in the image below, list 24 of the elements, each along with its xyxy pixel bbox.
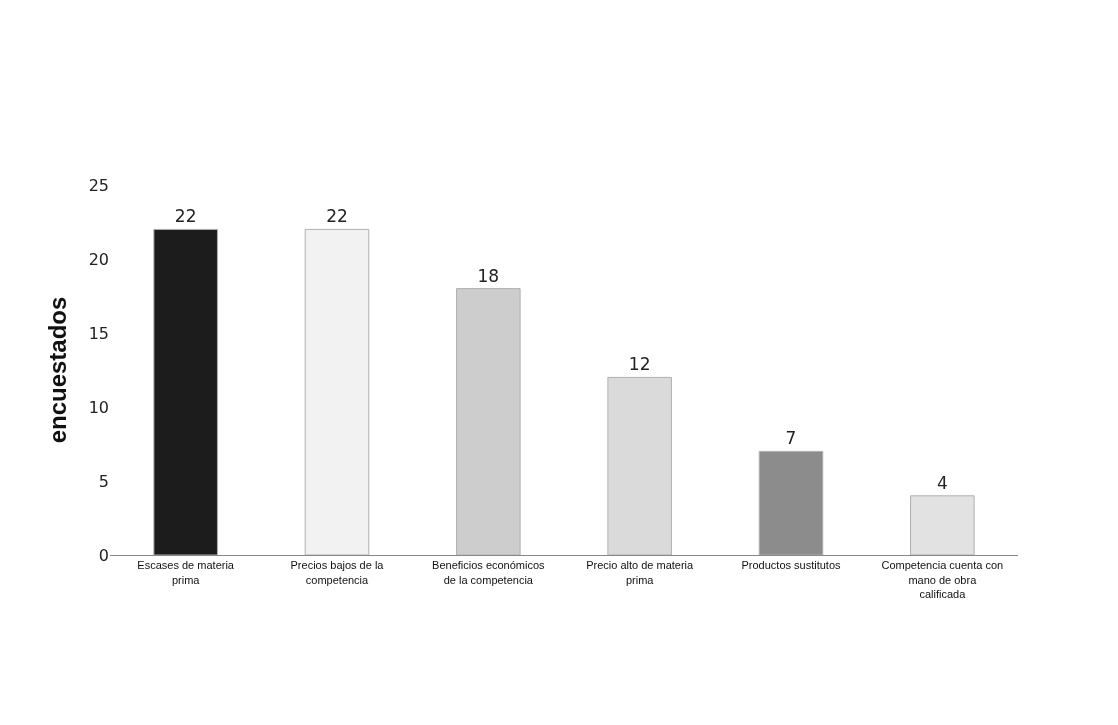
x-tick-label: Beneficios económicos de la competencia [432,559,546,586]
y-axis-title: encuestados [43,296,71,444]
bar [304,228,370,555]
x-tick-label: Precios bajos de la competencia [290,559,385,586]
x-tick-label: Escases de materia prima [137,559,235,586]
bar [607,376,672,555]
y-tick-label: 5 [98,471,109,491]
data-label: 18 [477,265,500,286]
data-label: 22 [174,206,197,227]
data-label: 12 [628,354,651,375]
data-label: 7 [785,428,797,449]
y-tick-label: 20 [88,249,109,269]
data-label: 22 [326,206,348,227]
y-tick-label: 10 [88,397,109,417]
y-tick-label: 0 [98,545,109,565]
y-tick-label: 25 [88,175,109,195]
x-tick-label: Competencia cuenta con mano de obra calificada [881,559,1004,600]
x-tick-label: Productos sustitutos [741,559,842,572]
bar [153,228,218,555]
bar [910,495,975,555]
bar [456,288,521,555]
x-tick-label: Precio alto de materia prima [586,559,695,586]
y-tick-label: 15 [88,323,109,343]
data-label: 4 [936,472,948,493]
